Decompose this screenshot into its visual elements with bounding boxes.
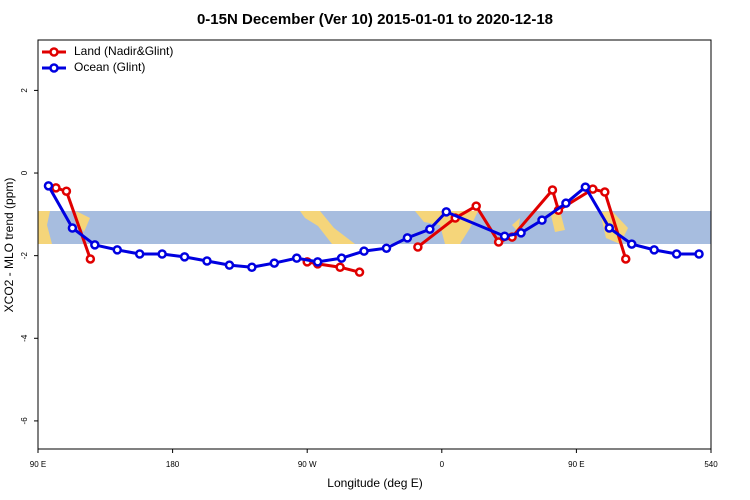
point <box>359 246 369 256</box>
point <box>312 257 323 267</box>
point <box>626 239 637 249</box>
y-tick-label: 2 <box>20 88 29 93</box>
x-axis-label: Longitude (deg E) <box>327 476 422 490</box>
point <box>649 245 659 255</box>
y-tick-label: -2 <box>20 252 29 260</box>
legend-label: Land (Nadir&Glint) <box>74 44 173 58</box>
point <box>354 267 365 277</box>
point <box>600 187 610 197</box>
point <box>67 223 78 233</box>
point <box>179 252 190 262</box>
point <box>537 215 547 225</box>
map-strip <box>38 211 711 244</box>
y-tick-label: -4 <box>20 334 29 342</box>
x-tick-label: 180 <box>166 460 180 469</box>
point <box>134 249 145 259</box>
point <box>335 262 345 272</box>
point <box>547 185 558 195</box>
point <box>90 240 100 250</box>
point <box>51 183 61 193</box>
point <box>413 242 423 252</box>
point <box>493 237 504 247</box>
point <box>157 249 167 259</box>
point <box>336 253 347 263</box>
point <box>604 223 615 233</box>
point <box>291 253 302 263</box>
point <box>588 184 598 194</box>
point <box>580 182 591 192</box>
point <box>202 256 212 266</box>
y-tick-label: -6 <box>20 417 29 425</box>
y-tick-label: 0 <box>20 170 29 175</box>
point <box>247 262 257 272</box>
point <box>43 181 54 191</box>
point <box>61 186 72 196</box>
x-tick-label: 0 <box>440 460 445 469</box>
point <box>621 254 631 264</box>
y-axis-label: XCO2 - MLO trend (ppm) <box>2 178 16 313</box>
legend-marker <box>49 47 59 57</box>
point <box>441 207 452 217</box>
x-tick-label: 90 E <box>30 460 46 469</box>
point <box>381 243 392 253</box>
point <box>402 233 413 243</box>
point <box>425 224 435 234</box>
point <box>269 258 280 268</box>
legend-label: Ocean (Glint) <box>74 60 145 74</box>
point <box>499 231 510 241</box>
plot-frame <box>37 39 712 450</box>
point <box>112 245 123 255</box>
point <box>561 198 571 208</box>
point <box>471 201 481 211</box>
point <box>224 260 235 270</box>
point <box>516 228 526 238</box>
point <box>694 249 704 259</box>
chart-title: 0-15N December (Ver 10) 2015-01-01 to 20… <box>197 11 553 28</box>
legend-marker <box>49 63 59 73</box>
x-tick-label: 90 W <box>298 460 317 469</box>
point <box>671 249 682 259</box>
x-tick-label: 540 <box>704 460 718 469</box>
x-tick-label: 90 E <box>568 460 584 469</box>
point <box>85 254 96 264</box>
